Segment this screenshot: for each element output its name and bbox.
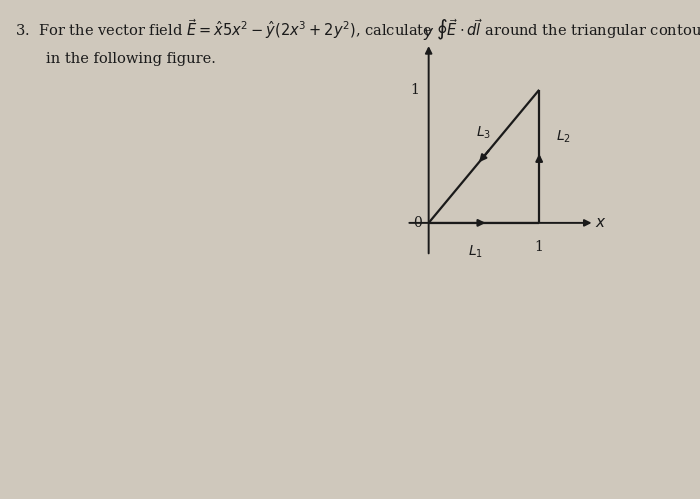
- Text: 1: 1: [535, 240, 544, 254]
- Text: 1: 1: [410, 83, 419, 97]
- Text: $L_2$: $L_2$: [556, 128, 571, 145]
- Text: 3.  For the vector field $\vec{E} = \hat{x}5x^2 - \hat{y}(2x^3+2y^2)$, calculate: 3. For the vector field $\vec{E} = \hat{…: [15, 17, 700, 42]
- Text: $L_1$: $L_1$: [468, 244, 482, 260]
- Text: in the following figure.: in the following figure.: [46, 52, 216, 66]
- Text: 0: 0: [413, 216, 422, 230]
- Text: $L_3$: $L_3$: [477, 124, 491, 141]
- Text: $y$: $y$: [423, 26, 435, 42]
- Text: $x$: $x$: [595, 216, 607, 230]
